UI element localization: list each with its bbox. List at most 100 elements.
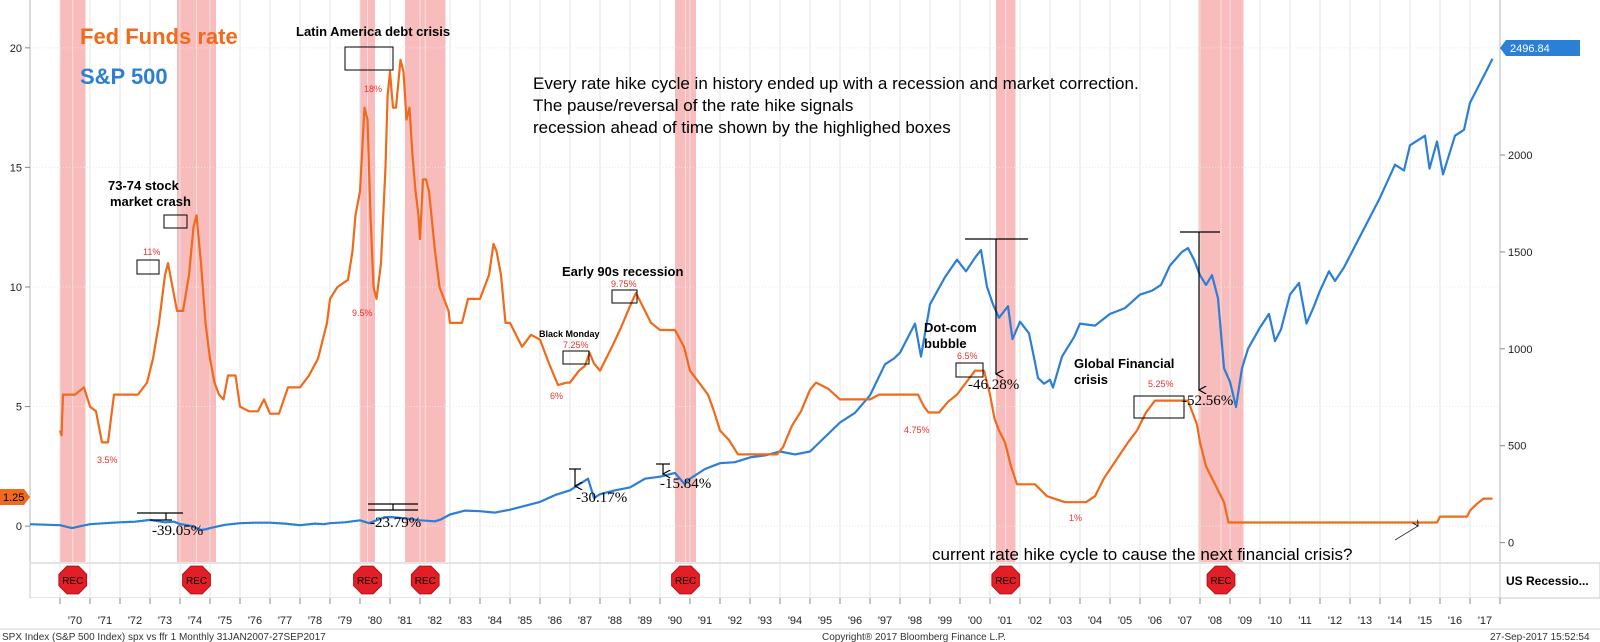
question-text: current rate hike cycle to cause the nex… bbox=[932, 545, 1352, 564]
y-left-tick-label-2: 10 bbox=[10, 282, 22, 294]
grid bbox=[30, 0, 1500, 562]
rec-badge-label-0: REC bbox=[62, 576, 83, 587]
x-tick-label-30: '00 bbox=[968, 615, 982, 627]
x-tick-label-27: '97 bbox=[878, 615, 892, 627]
x-tick-label-13: '83 bbox=[458, 615, 472, 627]
y-left-tick-label-3: 15 bbox=[10, 162, 22, 174]
recession-badges: REC REC REC REC REC REC REC bbox=[58, 565, 1236, 595]
x-tick-label-11: '81 bbox=[398, 615, 412, 627]
rec-badge-shape-4 bbox=[671, 565, 700, 595]
x-tick-label-19: '89 bbox=[638, 615, 652, 627]
ffr-series-line bbox=[58, 58, 1493, 524]
x-tick-label-46: '16 bbox=[1448, 615, 1462, 627]
x-tick-label-29: '99 bbox=[938, 615, 952, 627]
rec-badge-shape-5 bbox=[991, 565, 1021, 595]
footer-center-text: Copyright® 2017 Bloomberg Finance L.P. bbox=[822, 632, 1006, 642]
x-tick-label-17: '87 bbox=[578, 615, 592, 627]
rate-label-11: 11% bbox=[143, 247, 160, 257]
rec-badge-label-6: REC bbox=[1210, 576, 1231, 587]
x-tick-label-44: '14 bbox=[1388, 615, 1402, 627]
event-label-early90s: Early 90s recession bbox=[562, 264, 683, 279]
x-axis-ticks: '70 '71 '72 '73 '74 '75 '76 '77 '78 '79 '80 '81 '82 '… bbox=[59, 598, 1501, 627]
x-tick-label-34: '04 bbox=[1088, 615, 1102, 627]
rec-badge-label-4: REC bbox=[675, 576, 696, 587]
y-right-tick-label-0: 0 bbox=[1508, 538, 1514, 550]
x-tick-label-5: '75 bbox=[218, 615, 232, 627]
rec-badge-shape-0 bbox=[58, 565, 88, 595]
commentary-line-3: recession ahead of time shown by the hig… bbox=[533, 118, 951, 137]
x-tick-label-45: '15 bbox=[1418, 615, 1432, 627]
x-tick-label-23: '93 bbox=[758, 615, 772, 627]
rec-badge-label-2: REC bbox=[357, 576, 378, 587]
peak-box-2006 bbox=[1133, 395, 1185, 419]
spx-tag-shape bbox=[1500, 40, 1580, 56]
commentary-line-2: The pause/reversal of the rate hike sign… bbox=[533, 96, 853, 115]
footer-left-text: SPX Index (S&P 500 Index) spx vs ffr 1 M… bbox=[2, 632, 326, 642]
x-axis-band bbox=[30, 598, 1500, 628]
peak-box-1974 bbox=[163, 214, 188, 229]
x-tick-label-26: '96 bbox=[848, 615, 862, 627]
x-tick-label-47: '17 bbox=[1478, 615, 1492, 627]
x-tick-label-15: '85 bbox=[518, 615, 532, 627]
question-arrow bbox=[1394, 526, 1418, 541]
rate-label-1: 1% bbox=[1069, 513, 1082, 523]
x-tick-label-31: '01 bbox=[998, 615, 1012, 627]
x-tick-label-35: '05 bbox=[1118, 615, 1132, 627]
peak-box-1989 bbox=[611, 289, 638, 304]
spx-series-line bbox=[29, 58, 1494, 532]
spx-last-value-tag: 2496.84 bbox=[1500, 40, 1580, 56]
rec-badge-shape-2 bbox=[353, 565, 382, 595]
x-tick-label-1: '71 bbox=[98, 615, 112, 627]
right-axis-ticks: 0 500 1000 1500 2000 bbox=[1500, 150, 1532, 550]
spx-last-value: 2496.84 bbox=[1510, 43, 1550, 55]
x-tick-label-37: '07 bbox=[1178, 615, 1192, 627]
x-tick-label-14: '84 bbox=[488, 615, 502, 627]
event-label-stock-crash: 73-74 stock bbox=[108, 178, 180, 193]
x-tick-label-22: '92 bbox=[728, 615, 742, 627]
x-tick-label-36: '06 bbox=[1148, 615, 1162, 627]
y-right-tick-label-1: 500 bbox=[1508, 441, 1526, 453]
recession-legend-box bbox=[1499, 562, 1600, 599]
x-tick-label-20: '90 bbox=[668, 615, 682, 627]
drawdown-label-2000: -46.28% bbox=[968, 377, 1019, 393]
drawdown-label-1973: -39.05% bbox=[152, 523, 203, 539]
commentary-line-1: Every rate hike cycle in history ended u… bbox=[533, 74, 1139, 93]
ffr-last-value-tag: 1.25 bbox=[0, 489, 30, 505]
x-tick-label-16: '86 bbox=[548, 615, 562, 627]
event-label-gfc-2: crisis bbox=[1074, 372, 1108, 387]
x-tick-label-10: '80 bbox=[368, 615, 382, 627]
drawdown-label-1981: -23.79% bbox=[370, 515, 421, 531]
x-tick-label-9: '79 bbox=[338, 615, 352, 627]
rate-label-7-25: 7.25% bbox=[563, 340, 589, 350]
peak-box-1973 bbox=[136, 259, 160, 275]
y-left-tick-label-4: 20 bbox=[10, 43, 22, 55]
footer-right-text: 27-Sep-2017 15:52:54 bbox=[1490, 632, 1590, 642]
recession-legend-label: US Recessio... bbox=[1506, 574, 1589, 588]
peak-highlight-boxes bbox=[136, 46, 1185, 419]
rate-label-6-5: 6.5% bbox=[957, 351, 978, 361]
peak-box-1981 bbox=[344, 46, 394, 71]
rec-badge-label-3: REC bbox=[415, 576, 436, 587]
rec-badge-shape-1 bbox=[182, 565, 211, 595]
event-label-black-monday: Black Monday bbox=[539, 329, 600, 339]
x-tick-label-7: '77 bbox=[278, 615, 292, 627]
peak-box-1987 bbox=[562, 350, 590, 365]
y-right-tick-label-4: 2000 bbox=[1508, 150, 1532, 162]
y-right-tick-label-3: 1500 bbox=[1508, 247, 1532, 259]
drawdown-markers bbox=[137, 231, 1220, 521]
rate-label-5-25: 5.25% bbox=[1148, 379, 1174, 389]
x-tick-label-0: '70 bbox=[68, 615, 82, 627]
rec-badge-shape-3 bbox=[410, 565, 440, 595]
ffr-last-value: 1.25 bbox=[3, 492, 24, 504]
rate-label-6: 6% bbox=[550, 391, 563, 401]
peak-box-2000 bbox=[955, 362, 984, 378]
recession-strip bbox=[29, 562, 1501, 599]
x-tick-label-32: '02 bbox=[1028, 615, 1042, 627]
rate-label-9-75: 9.75% bbox=[611, 279, 637, 289]
rate-label-3-5: 3.5% bbox=[97, 455, 118, 465]
x-tick-label-40: '10 bbox=[1268, 615, 1282, 627]
rec-badge-label-5: REC bbox=[995, 576, 1016, 587]
x-tick-label-21: '91 bbox=[698, 615, 712, 627]
x-tick-label-8: '78 bbox=[308, 615, 322, 627]
